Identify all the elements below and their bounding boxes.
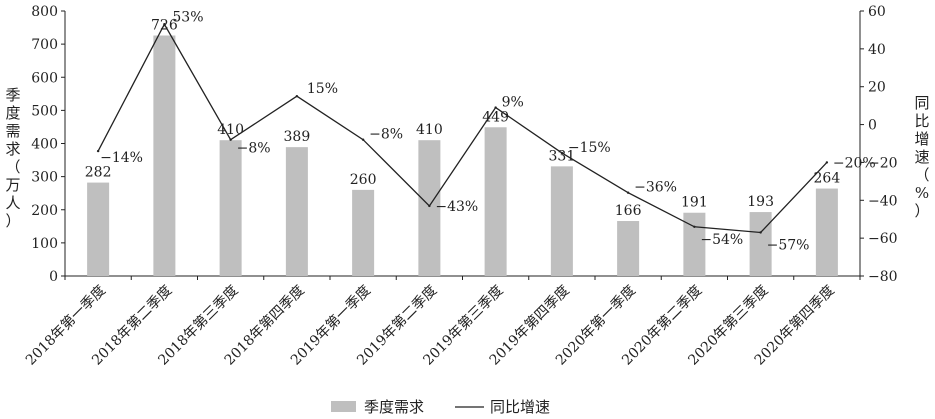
legend-bar-label: 季度需求 bbox=[364, 398, 424, 416]
line-point bbox=[229, 138, 232, 141]
bar bbox=[87, 182, 110, 276]
line-point bbox=[626, 191, 630, 194]
y2-tick-label: 40 bbox=[868, 42, 886, 58]
bar-series bbox=[87, 35, 838, 277]
bar-value-label: 191 bbox=[681, 195, 708, 211]
line-point bbox=[361, 138, 365, 141]
line-value-label: −14% bbox=[100, 150, 143, 166]
y-tick-label: 700 bbox=[31, 37, 58, 53]
line-point bbox=[96, 149, 100, 153]
line-point bbox=[295, 94, 299, 98]
bar bbox=[418, 140, 441, 276]
bar bbox=[749, 212, 772, 276]
left-axis: 0 100 200 300 400 500 600 700 800 bbox=[31, 4, 65, 285]
line-point bbox=[163, 23, 166, 26]
bar-value-label: 166 bbox=[615, 203, 642, 219]
bar bbox=[153, 35, 176, 277]
line-point bbox=[693, 225, 696, 228]
line-series bbox=[96, 22, 829, 234]
line-point bbox=[494, 106, 497, 109]
line-value-label: −36% bbox=[634, 180, 677, 196]
bar-value-label: 331 bbox=[549, 148, 576, 164]
legend-line-label: 同比增速 bbox=[490, 398, 550, 416]
right-axis: −80 −60 −40 −20 0 20 40 60 bbox=[860, 4, 898, 285]
bar bbox=[219, 140, 242, 276]
y-tick-label: 400 bbox=[31, 137, 58, 153]
bar-value-label: 389 bbox=[284, 129, 311, 145]
x-axis: 2018年第一季度2018年第二季度2018年第三季度2018年第四季度2019… bbox=[22, 276, 861, 369]
y-tick-label: 800 bbox=[31, 4, 58, 20]
y2-tick-label: −80 bbox=[868, 269, 898, 285]
bar-value-label: 410 bbox=[416, 122, 443, 138]
bar-value-label: 260 bbox=[350, 172, 377, 188]
y2-tick-label: −60 bbox=[868, 231, 898, 247]
bar bbox=[550, 166, 573, 276]
y-tick-label: 100 bbox=[31, 236, 58, 252]
line-point bbox=[428, 204, 431, 208]
y2-axis-title: 同比增速（%） bbox=[914, 94, 929, 220]
y-tick-label: 200 bbox=[31, 203, 58, 219]
line-value-label: −8% bbox=[237, 141, 271, 157]
y-tick-label: 300 bbox=[31, 170, 58, 186]
bar-value-label: 264 bbox=[814, 171, 841, 187]
y2-tick-label: 0 bbox=[868, 118, 877, 134]
bar-value-label: 449 bbox=[482, 109, 509, 125]
bar-value-label: 282 bbox=[85, 165, 112, 181]
data-labels: 282 726 410 389 260 410 449 331 166 191 193 264 −14%… bbox=[85, 9, 876, 253]
y-tick-label: 600 bbox=[31, 70, 58, 86]
y2-tick-label: −20 bbox=[868, 155, 898, 171]
legend-bar-swatch bbox=[331, 401, 356, 412]
line-path bbox=[97, 22, 828, 234]
bar bbox=[484, 127, 507, 276]
y2-tick-label: 60 bbox=[868, 4, 886, 20]
bar bbox=[815, 188, 838, 276]
line-value-label: −43% bbox=[435, 199, 478, 215]
line-value-label: 53% bbox=[172, 9, 203, 25]
bar bbox=[285, 147, 308, 276]
line-value-label: −57% bbox=[767, 237, 810, 253]
line-value-label: −8% bbox=[369, 127, 403, 143]
line-point bbox=[759, 231, 762, 234]
line-value-label: −20% bbox=[833, 155, 876, 171]
bar-value-label: 726 bbox=[151, 18, 178, 34]
bar bbox=[617, 221, 640, 276]
y-axis-title: 季度需求（万人） bbox=[5, 86, 20, 230]
line-point bbox=[825, 161, 829, 164]
bar bbox=[352, 189, 375, 276]
line-value-label: −15% bbox=[568, 140, 611, 156]
y2-tick-label: 20 bbox=[868, 80, 886, 96]
y-tick-label: 0 bbox=[49, 269, 58, 285]
bar-value-label: 193 bbox=[747, 194, 774, 210]
bar bbox=[683, 212, 706, 276]
y2-tick-label: −40 bbox=[868, 193, 898, 209]
legend: 季度需求 同比增速 bbox=[331, 398, 550, 416]
line-value-label: 15% bbox=[307, 81, 338, 97]
line-point bbox=[560, 151, 564, 155]
y-tick-label: 500 bbox=[31, 103, 58, 119]
line-value-label: 9% bbox=[502, 95, 524, 111]
bar-value-label: 410 bbox=[217, 122, 244, 138]
line-value-label: −54% bbox=[700, 232, 743, 248]
